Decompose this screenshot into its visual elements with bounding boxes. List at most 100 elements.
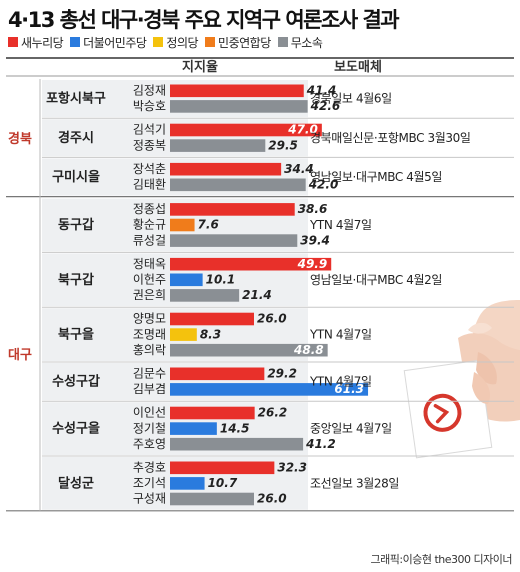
- candidate-bar: [170, 100, 308, 113]
- candidate-bar: [170, 234, 298, 247]
- candidate-name: 양명모: [133, 312, 166, 326]
- source-text: YTN 4월7일: [309, 218, 372, 232]
- candidate-bar: [170, 312, 254, 326]
- candidate-name: 장석춘: [133, 162, 166, 176]
- candidate-name: 홍의락: [133, 343, 166, 357]
- candidate-name: 이헌주: [133, 273, 166, 287]
- ballot-hand-illustration: [403, 300, 520, 459]
- source-text: YTN 4월7일: [309, 375, 372, 389]
- district-name: 북구을: [58, 327, 94, 343]
- candidate-bar: [170, 289, 240, 302]
- value-label: 49.9: [297, 257, 328, 271]
- candidate-bar: [170, 123, 322, 137]
- legend-label: 민중연합당: [218, 35, 271, 50]
- source-text: 영남일보·대구MBC 4월2일: [310, 273, 442, 287]
- legend-swatch: [8, 37, 18, 47]
- value-label: 8.3: [200, 327, 221, 341]
- candidate-bar: [170, 328, 197, 341]
- value-label: 29.2: [267, 367, 297, 381]
- candidate-name: 정태옥: [133, 257, 166, 271]
- candidate-name: 구성재: [133, 492, 166, 506]
- value-label: 7.6: [198, 218, 219, 232]
- candidate-bar: [170, 162, 282, 176]
- value-label: 32.3: [277, 461, 307, 475]
- candidate-bar: [170, 273, 203, 287]
- candidate-name: 박승호: [133, 99, 166, 113]
- value-label: 10.1: [206, 273, 236, 287]
- district-name: 북구갑: [58, 272, 94, 288]
- candidate-name: 김문수: [133, 367, 166, 381]
- candidate-bar: [170, 139, 266, 152]
- source-header: 보도매체: [334, 60, 382, 75]
- source-text: 중앙일보 4월7일: [310, 422, 392, 436]
- candidate-bar: [170, 437, 304, 451]
- candidate-bar: [170, 367, 265, 381]
- candidate-name: 김정재: [133, 84, 166, 98]
- candidate-name: 김석기: [133, 123, 166, 137]
- candidate-bar: [170, 178, 306, 192]
- legend-label: 새누리당: [21, 35, 64, 50]
- value-label: 39.4: [300, 233, 330, 247]
- candidate-name: 황순규: [133, 218, 166, 232]
- value-label: 29.5: [268, 138, 298, 152]
- district-name: 수성구갑: [52, 374, 100, 390]
- value-label: 10.7: [208, 476, 238, 490]
- support-rate-header: 지지율: [182, 59, 218, 75]
- candidate-bar: [170, 422, 217, 435]
- candidate-name: 주호영: [133, 437, 166, 451]
- source-text: YTN 4월7일: [309, 328, 372, 342]
- legend-item: 새누리당: [8, 34, 64, 51]
- candidate-name: 김태환: [133, 178, 166, 192]
- legend-swatch: [277, 37, 288, 47]
- candidate-bar: [170, 477, 205, 490]
- value-label: 41.2: [305, 437, 336, 451]
- candidate-bar: [170, 461, 275, 475]
- source-text: 경북일보 4월6일: [310, 92, 392, 106]
- candidate-name: 조명래: [133, 327, 166, 341]
- candidate-bar: [170, 406, 255, 420]
- value-label: 26.2: [258, 406, 288, 420]
- legend-item: 무소속: [277, 34, 323, 51]
- candidate-bar: [170, 343, 328, 357]
- candidate-name: 정종복: [133, 138, 166, 152]
- legend-item: 더불어민주당: [70, 34, 147, 51]
- district-name: 수성구을: [52, 421, 100, 437]
- credit-footer: 그래픽:이승현 the300 디자이너: [370, 553, 513, 566]
- value-label: 21.4: [242, 288, 272, 302]
- value-label: 34.4: [284, 162, 314, 176]
- legend-swatch: [153, 37, 164, 47]
- value-label: 26.0: [257, 312, 287, 326]
- legend-label: 더불어민주당: [83, 35, 147, 50]
- candidate-name: 류성걸: [133, 233, 166, 247]
- value-label: 42.6: [310, 99, 341, 113]
- candidate-name: 정종섭: [133, 202, 166, 216]
- legend-label: 정의당: [166, 35, 199, 50]
- source-text: 경북매일신문·포항MBC 3월30일: [310, 131, 471, 145]
- candidate-bar: [170, 383, 369, 396]
- candidate-name: 김부겸: [133, 382, 166, 396]
- legend-item: 정의당: [153, 34, 199, 51]
- region-label: 대구: [8, 348, 32, 363]
- candidate-bar: [170, 84, 304, 98]
- legend-label: 무소속: [290, 35, 323, 50]
- district-name: 구미시을: [52, 169, 100, 185]
- candidate-name: 권은희: [133, 288, 166, 302]
- candidate-bar: [170, 218, 195, 232]
- value-label: 26.0: [257, 492, 287, 506]
- vote-stamp-icon: [423, 393, 462, 432]
- candidate-name: 정기철: [133, 421, 166, 435]
- candidate-name: 이인선: [133, 406, 166, 420]
- source-text: 영남일보·대구MBC 4월5일: [310, 170, 442, 184]
- legend-item: 민중연합당: [205, 34, 271, 51]
- district-name: 경주시: [58, 130, 94, 146]
- value-label: 47.0: [287, 123, 318, 137]
- value-label: 38.6: [298, 202, 328, 216]
- legend: 새누리당 더불어민주당 정의당 민중연합당 무소속: [8, 34, 329, 51]
- value-label: 42.0: [308, 178, 339, 192]
- district-name: 포항시북구: [46, 91, 106, 107]
- candidate-bar: [170, 257, 332, 271]
- value-label: 14.5: [220, 421, 250, 435]
- source-text: 조선일보 3월28일: [310, 476, 399, 490]
- region-label: 경북: [8, 131, 32, 147]
